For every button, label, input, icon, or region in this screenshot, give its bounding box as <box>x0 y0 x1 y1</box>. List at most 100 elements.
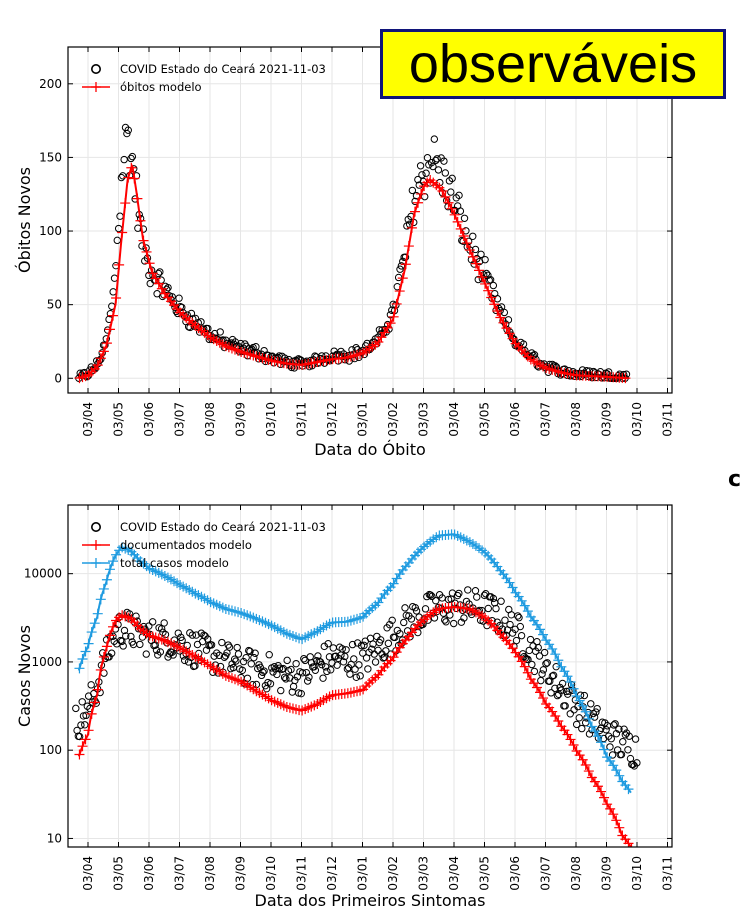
model-marker <box>522 667 533 678</box>
observed-point <box>118 637 126 646</box>
model-marker <box>388 578 399 589</box>
model-marker <box>630 842 633 847</box>
observed-point <box>351 665 359 673</box>
observed-point <box>549 671 558 680</box>
model-marker <box>538 693 549 704</box>
model-marker <box>605 803 616 814</box>
model-marker <box>114 259 125 270</box>
model-marker <box>111 293 122 304</box>
x-tick-label: 03/02 <box>386 402 400 437</box>
observed-point <box>446 611 454 619</box>
y-tick-label: 10 <box>47 831 62 845</box>
model-marker <box>568 740 579 751</box>
model-marker <box>98 346 109 357</box>
model-marker <box>95 664 106 675</box>
observed-point <box>608 751 617 759</box>
badge-text: observáveis <box>408 34 698 94</box>
observed-point <box>152 646 161 654</box>
x-tick-label: 03/07 <box>539 402 553 437</box>
observed-point <box>225 643 234 651</box>
observed-point <box>557 686 565 694</box>
x-tick-label: 03/12 <box>325 856 339 891</box>
model-marker <box>117 227 128 238</box>
x-tick-label: 03/09 <box>234 402 248 437</box>
observed-point <box>360 641 368 650</box>
observed-point <box>598 374 606 382</box>
observed-point <box>530 667 539 676</box>
observed-point <box>350 655 358 663</box>
plot-frame <box>67 504 673 848</box>
observed-point <box>87 681 95 689</box>
observed-point <box>109 288 117 296</box>
observed-point <box>576 691 585 699</box>
observed-point <box>266 680 275 688</box>
observed-point <box>327 666 335 674</box>
x-tick-label: 03/10 <box>630 856 644 891</box>
observed-point <box>123 129 131 138</box>
x-tick-label: 03/12 <box>325 402 339 437</box>
model-marker <box>580 759 591 770</box>
x-tick-label: 03/03 <box>417 856 431 891</box>
observed-point <box>83 702 92 710</box>
observed-point <box>460 614 468 622</box>
observed-point <box>305 673 313 681</box>
observed-point <box>314 652 322 660</box>
observed-point <box>429 162 437 171</box>
observed-series <box>72 586 641 770</box>
model-marker <box>89 697 100 708</box>
model-marker <box>413 197 424 208</box>
model-marker <box>519 600 530 611</box>
observed-point <box>469 232 477 241</box>
observed-point <box>504 316 513 324</box>
x-axis-label: Data do Óbito <box>314 440 426 459</box>
observed-point <box>339 658 348 666</box>
legend: COVID Estado do Ceará 2021-11-03 document… <box>82 520 326 570</box>
legend-plus-marker <box>91 540 101 550</box>
observed-point <box>440 157 448 165</box>
observed-point <box>394 273 403 282</box>
model-marker <box>132 193 143 204</box>
observed-point <box>159 628 167 637</box>
observed-point <box>291 676 299 685</box>
documented-model-series <box>74 602 634 847</box>
observed-point <box>200 631 208 639</box>
observed-point <box>119 642 127 650</box>
observed-point <box>621 731 630 739</box>
x-tick-label: 03/06 <box>508 402 522 437</box>
legend-label: COVID Estado do Ceará 2021-11-03 <box>120 520 326 534</box>
observed-point <box>242 653 250 662</box>
observed-point <box>447 188 455 196</box>
model-marker <box>577 700 588 711</box>
observed-point <box>232 657 240 665</box>
observed-point <box>464 586 472 594</box>
legend-label: COVID Estado do Ceará 2021-11-03 <box>120 62 326 76</box>
model-marker <box>614 822 625 833</box>
observed-point <box>175 294 183 302</box>
x-tick-label: 03/09 <box>600 402 614 437</box>
observed-point <box>348 640 357 649</box>
observed-point <box>629 760 637 769</box>
observed-point <box>396 630 404 638</box>
x-axis-label: Data dos Primeiros Sintomas <box>255 891 486 910</box>
observed-point <box>287 665 295 674</box>
model-marker <box>611 765 622 776</box>
model-marker <box>108 556 119 567</box>
observed-point <box>82 711 90 720</box>
observed-point <box>341 652 349 661</box>
observed-point <box>592 708 600 716</box>
x-tick-label: 03/04 <box>447 402 461 437</box>
plot-frame <box>67 46 673 394</box>
model-marker <box>596 786 607 797</box>
model-marker <box>141 246 152 257</box>
observed-point <box>124 126 132 134</box>
model-marker <box>104 564 115 575</box>
observed-point <box>164 283 172 292</box>
observed-point <box>178 636 186 645</box>
x-tick-label: 03/04 <box>447 856 461 891</box>
model-marker <box>89 618 100 629</box>
legend-label: documentados modelo <box>120 538 252 552</box>
observed-point <box>186 323 194 332</box>
observed-point <box>524 655 532 664</box>
legend-item: óbitos modelo <box>82 80 202 94</box>
